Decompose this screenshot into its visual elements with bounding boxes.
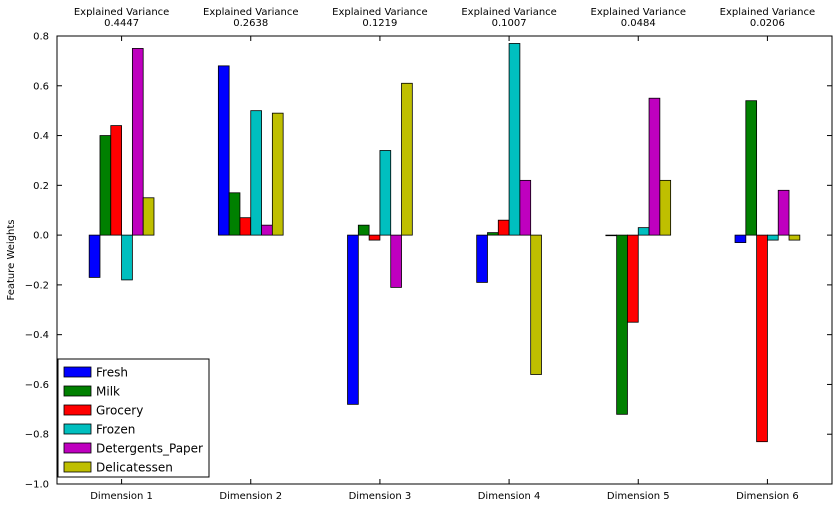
y-tick-label: 0.0 — [33, 231, 49, 242]
explained-variance-value: 0.1007 — [492, 18, 527, 29]
bar-fresh-dim-5 — [605, 234, 618, 237]
legend-swatch — [63, 385, 92, 397]
x-tick-label: Dimension 2 — [219, 491, 282, 502]
bar-frozen-dim-5 — [637, 227, 650, 236]
bar-milk-dim-3 — [357, 224, 370, 236]
legend-box — [57, 358, 210, 478]
bar-detergents-paper-dim-2 — [261, 224, 273, 236]
legend-swatch — [63, 366, 92, 378]
bar-delicatessen-dim-3 — [401, 82, 413, 236]
bar-fresh-dim-1 — [88, 234, 101, 278]
explained-variance-title: Explained Variance — [720, 7, 815, 18]
bar-milk-dim-1 — [99, 135, 112, 236]
bar-grocery-dim-2 — [239, 217, 252, 236]
bar-delicatessen-dim-1 — [142, 197, 155, 236]
bar-milk-dim-4 — [487, 232, 499, 236]
x-tick-label: Dimension 4 — [478, 491, 541, 502]
legend-label: Fresh — [96, 366, 128, 380]
bar-detergents-paper-dim-6 — [777, 189, 790, 236]
y-tick-label: −1.0 — [25, 480, 49, 491]
explained-variance-title: Explained Variance — [74, 7, 169, 18]
bar-fresh-dim-2 — [217, 65, 230, 236]
legend-label: Frozen — [96, 423, 135, 437]
bar-frozen-dim-2 — [250, 110, 262, 236]
bar-fresh-dim-6 — [734, 234, 747, 243]
legend-label: Milk — [96, 385, 120, 399]
bar-frozen-dim-6 — [767, 234, 779, 241]
bar-fresh-dim-3 — [347, 234, 359, 405]
bar-grocery-dim-1 — [110, 125, 122, 236]
bar-delicatessen-dim-5 — [659, 179, 672, 236]
y-axis-label: Feature Weights — [6, 219, 17, 300]
bar-group — [88, 43, 801, 443]
bar-delicatessen-dim-6 — [788, 234, 801, 241]
x-tick-label: Dimension 1 — [90, 491, 153, 502]
y-tick-label: −0.4 — [25, 330, 49, 341]
explained-variance-title: Explained Variance — [461, 7, 556, 18]
y-tick-label: −0.2 — [25, 280, 49, 291]
x-tick-label: Dimension 5 — [607, 491, 670, 502]
bar-grocery-dim-3 — [368, 234, 381, 241]
bar-milk-dim-5 — [616, 234, 628, 415]
bar-detergents-paper-dim-1 — [131, 48, 144, 236]
bar-grocery-dim-6 — [756, 234, 768, 443]
explained-variance-value: 0.1219 — [362, 18, 397, 29]
y-tick-label: 0.4 — [33, 131, 49, 142]
legend-swatch — [63, 404, 92, 416]
x-tick-label: Dimension 3 — [349, 491, 412, 502]
plot-frame — [56, 35, 833, 485]
explained-variance-value: 0.4447 — [104, 18, 139, 29]
x-tick-label: Dimension 6 — [736, 491, 799, 502]
legend-label: Detergents_Paper — [96, 442, 203, 456]
legend-label: Delicatessen — [96, 461, 173, 475]
bar-detergents-paper-dim-4 — [519, 179, 532, 236]
y-tick-label: 0.8 — [33, 32, 49, 43]
bar-fresh-dim-4 — [476, 234, 488, 283]
bar-milk-dim-2 — [228, 192, 241, 236]
bar-frozen-dim-1 — [121, 234, 133, 281]
explained-variance-value: 0.0206 — [750, 18, 785, 29]
explained-variance-value: 0.2638 — [233, 18, 268, 29]
legend: Fresh Milk Grocery Frozen Detergents_Paper De… — [57, 358, 210, 478]
explained-variance-title: Explained Variance — [332, 7, 427, 18]
y-tick-label: 0.6 — [33, 81, 49, 92]
legend-swatch — [63, 461, 92, 473]
y-tick-label: −0.6 — [25, 380, 49, 391]
bar-frozen-dim-3 — [379, 150, 392, 236]
legend-swatch — [63, 442, 92, 454]
bar-frozen-dim-4 — [508, 43, 521, 236]
bar-detergents-paper-dim-3 — [390, 234, 402, 288]
y-tick-label: 0.2 — [33, 181, 49, 192]
bar-delicatessen-dim-4 — [530, 234, 542, 375]
y-axis-ticks: 0.8 0.6 0.4 0.2 0.0 −0.2 −0.4 −0.6 −0.8 −1.0 — [25, 32, 832, 491]
explained-variance-value: 0.0484 — [621, 18, 656, 29]
explained-variance-title: Explained Variance — [203, 7, 298, 18]
y-tick-label: −0.8 — [25, 430, 49, 441]
bar-detergents-paper-dim-5 — [648, 97, 661, 236]
bar-grocery-dim-4 — [497, 219, 510, 236]
bar-grocery-dim-5 — [627, 234, 639, 323]
bar-milk-dim-6 — [745, 100, 758, 236]
x-axis-ticks: Dimension 1 Dimension 2 Dimension 3 Dimensi… — [90, 36, 799, 502]
legend-label: Grocery — [96, 404, 143, 418]
bar-delicatessen-dim-2 — [271, 112, 284, 236]
explained-variance-title: Explained Variance — [591, 7, 686, 18]
legend-swatch — [63, 423, 92, 435]
